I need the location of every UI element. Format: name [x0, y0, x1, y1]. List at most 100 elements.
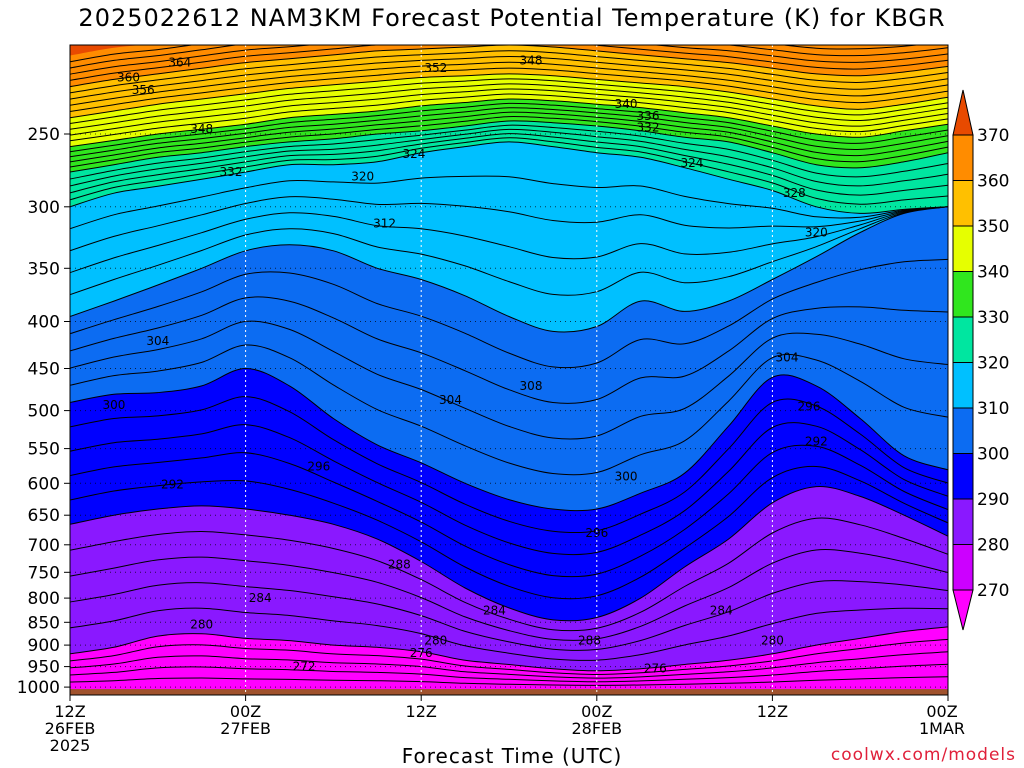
isentrope-342 [70, 93, 948, 142]
credit-text: coolwx.com/models [830, 745, 1016, 765]
isentrope-366 [70, 45, 948, 69]
y-tick-label: 750 [28, 563, 60, 583]
contour-label: 304 [439, 393, 462, 407]
isentrope-300 [70, 367, 948, 512]
isentrope-286 [70, 549, 948, 641]
colorbar-label: 270 [977, 581, 1009, 601]
colorbar-label: 350 [977, 217, 1009, 237]
y-tick-label: 900 [28, 636, 60, 656]
colorbar: 270 280 290 300 310 320 330 340 350 360 370 [952, 89, 1009, 631]
contour-label: 276 [410, 646, 433, 660]
isentrope-272 [70, 676, 948, 686]
isentrope-348 [70, 78, 948, 124]
contour-label: 300 [615, 470, 638, 484]
contour-label: 352 [424, 61, 447, 75]
contour-label: 280 [761, 634, 784, 648]
isentrope-368 [70, 45, 922, 63]
isentrope-312 [70, 206, 948, 296]
colorbar-segment [952, 362, 974, 409]
y-tick-label: 300 [28, 198, 60, 218]
isentrope-298 [70, 396, 948, 534]
isentrope-288 [70, 517, 948, 632]
y-tick-label: 550 [28, 440, 60, 460]
x-tick-label: 00Z [926, 702, 957, 721]
isentrope-326 [70, 128, 948, 187]
y-tick-label: 1000 [17, 678, 60, 698]
isentrope-328 [70, 124, 948, 180]
isentrope-338 [70, 102, 948, 153]
isentrope-322 [70, 137, 948, 205]
colorbar-label: 300 [977, 445, 1009, 465]
y-tick-label: 850 [28, 613, 60, 633]
colorbar-label: 280 [977, 536, 1009, 556]
isentrope-360 [70, 45, 948, 88]
contour-label: 300 [102, 398, 125, 412]
contour-label: 292 [161, 478, 184, 492]
y-tick-label: 450 [28, 360, 60, 380]
contour-label: 340 [615, 97, 638, 111]
colorbar-segment [952, 407, 974, 454]
y-tick-label: 400 [28, 313, 60, 333]
contour-label: 356 [132, 83, 155, 97]
isentrope-340 [70, 98, 948, 148]
chart-title: 2025022612 NAM3KM Forecast Potential Tem… [78, 4, 946, 32]
colorbar-label: 320 [977, 354, 1009, 374]
colorbar-segment [952, 544, 974, 591]
contour-label: 296 [585, 526, 608, 540]
contour-label: 320 [805, 226, 828, 240]
colorbar-segment [952, 134, 974, 181]
contour-label: 304 [776, 351, 799, 365]
isentrope-274 [70, 663, 948, 683]
isentrope-316 [70, 196, 948, 252]
colorbar-label: 370 [977, 126, 1009, 146]
isentrope-302 [70, 344, 948, 476]
isentrope-352 [70, 67, 948, 112]
isentrope-290 [70, 486, 948, 622]
y-tick-label: 350 [28, 259, 60, 279]
colorbar-segment [952, 453, 974, 500]
y-tick-label: 800 [28, 589, 60, 609]
band-350 [70, 45, 948, 118]
isentrope-282 [70, 607, 948, 661]
isentrope-306 [70, 296, 948, 404]
contour-label: 296 [798, 400, 821, 414]
x-tick-label: 1MAR [919, 719, 965, 738]
contour-label: 364 [168, 56, 191, 70]
contour-label: 320 [351, 169, 374, 183]
contour-label: 332 [220, 165, 243, 179]
x-tick-label: 27FEB [220, 719, 271, 738]
isentrope-330 [70, 120, 948, 173]
contour-label: 360 [117, 71, 140, 85]
isentrope-362 [70, 45, 948, 81]
contour-label: 336 [637, 109, 660, 123]
x-tick-label: 26FEB [45, 719, 96, 738]
ground-layer [70, 689, 948, 695]
contour-label: 284 [710, 603, 733, 617]
colorbar-label: 290 [977, 490, 1009, 510]
colorbar-label: 340 [977, 263, 1009, 283]
x-tick-label: 00Z [581, 702, 612, 721]
isentrope-364 [70, 45, 948, 75]
grid-lines [70, 45, 948, 695]
x-tick-label: 12Z [406, 702, 437, 721]
contour-label: 348 [520, 54, 543, 68]
ground-fill [70, 689, 948, 695]
isentrope-332 [70, 116, 948, 168]
x-axis-label: Forecast Time (UTC) [401, 744, 623, 768]
isentrope-354 [70, 61, 948, 106]
x-tick-label: 12Z [54, 702, 85, 721]
contour-label: 332 [637, 121, 660, 135]
colorbar-high-arrow [952, 89, 974, 136]
contour-label: 284 [249, 591, 272, 605]
contour-label: 284 [483, 603, 506, 617]
band-370 [70, 45, 142, 56]
contour-label: 308 [520, 379, 543, 393]
y-tick-label: 700 [28, 536, 60, 556]
colorbar-segment [952, 498, 974, 545]
colorbar-label: 360 [977, 172, 1009, 192]
contour-label: 288 [578, 634, 601, 648]
contour-label: 304 [146, 334, 169, 348]
contour-label: 296 [307, 459, 330, 473]
